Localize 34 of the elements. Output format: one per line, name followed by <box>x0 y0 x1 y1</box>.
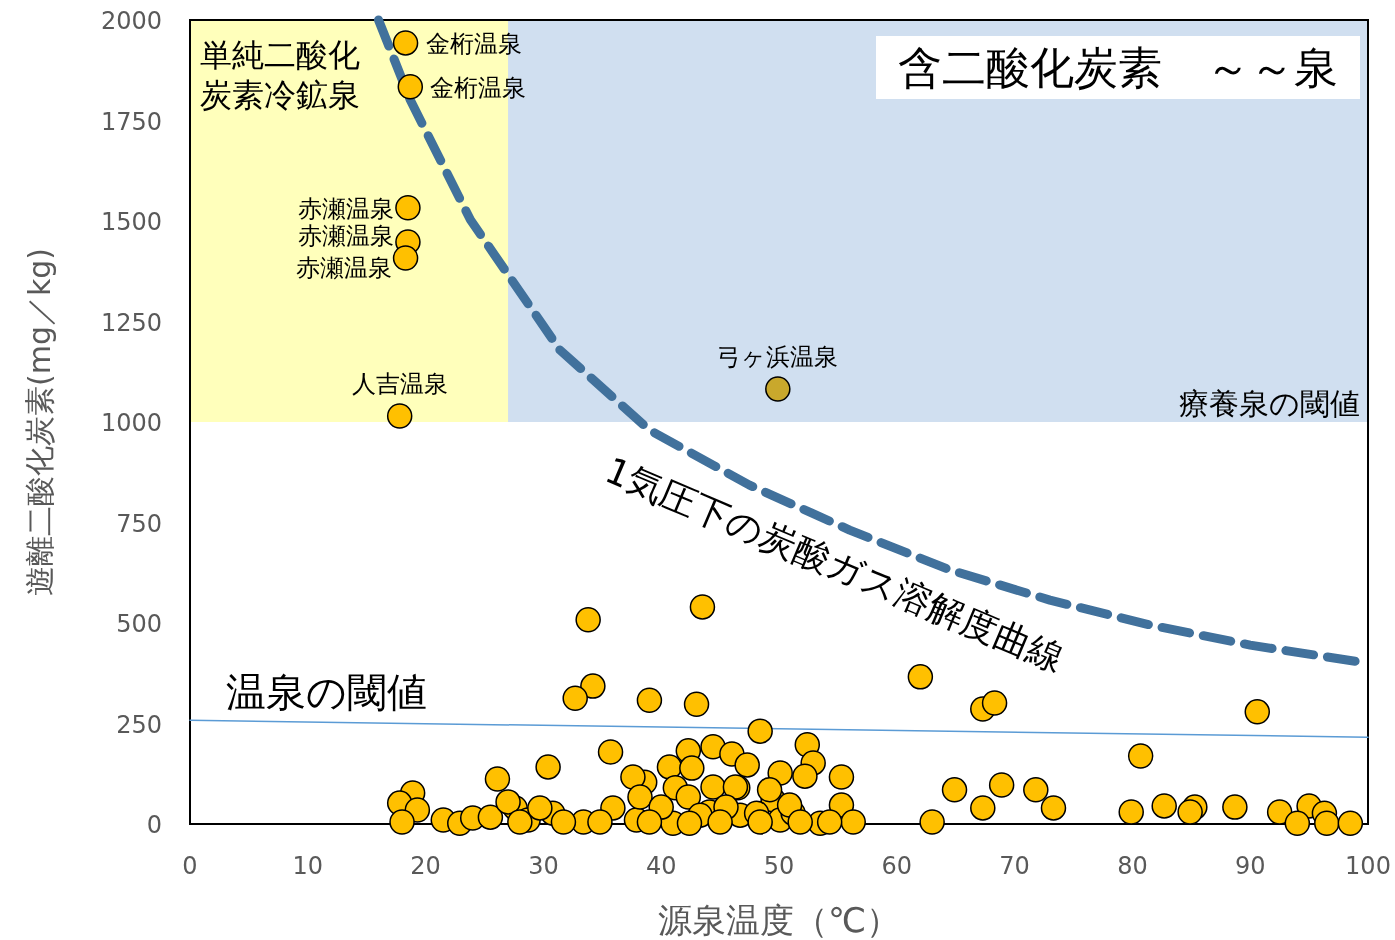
y-tick-label: 1250 <box>100 308 162 337</box>
band-label: 療養泉の閾値 <box>1179 386 1360 421</box>
y-tick-label: 0 <box>146 811 162 839</box>
x-tick-label: 20 <box>410 852 441 880</box>
text: 1気圧下の炭酸ガス溶解度曲線 <box>599 449 1071 680</box>
x-axis-title: 源泉温度（℃） <box>657 900 901 940</box>
x-tick-label: 0 <box>182 852 198 880</box>
x-tick-label: 30 <box>528 852 559 880</box>
annotation: 金桁温泉 <box>425 29 522 58</box>
y-tick-label: 1750 <box>100 107 162 136</box>
annotation: 含二酸化炭素 ～～泉 <box>898 42 1338 93</box>
y-tick-label: 1500 <box>100 208 162 236</box>
y-tick-label: 250 <box>116 710 162 739</box>
x-tick-label: 40 <box>645 852 677 880</box>
annotation: 赤瀬温泉 <box>295 253 392 282</box>
annotation: 赤瀬温泉 <box>297 194 394 223</box>
y-tick-label: 750 <box>116 509 162 538</box>
annotation: 金桁温泉 <box>430 73 527 102</box>
x-tick-label: 50 <box>763 852 795 880</box>
y-tick-label: 500 <box>116 610 162 638</box>
annotation: 弓ヶ浜温泉 <box>717 343 839 372</box>
annotation: 赤瀬温泉 <box>297 221 394 250</box>
y-tick-label: 2000 <box>100 7 162 35</box>
x-tick-label: 70 <box>999 852 1030 880</box>
x-tick-label: 60 <box>881 852 913 880</box>
x-tick-label: 100 <box>1345 852 1391 880</box>
annotation: 人吉温泉 <box>351 369 448 398</box>
x-tick-label: 80 <box>1117 852 1148 880</box>
y-axis-title: 遊離二酸化炭素(mg／kg) <box>22 247 57 597</box>
series-label: 温泉の閾値 <box>226 669 427 716</box>
x-tick-label: 90 <box>1234 852 1266 880</box>
band-label: 単純二酸化炭素冷鉱泉 <box>200 36 360 114</box>
y-tick-label: 1000 <box>100 409 162 437</box>
x-tick-label: 10 <box>292 852 324 880</box>
